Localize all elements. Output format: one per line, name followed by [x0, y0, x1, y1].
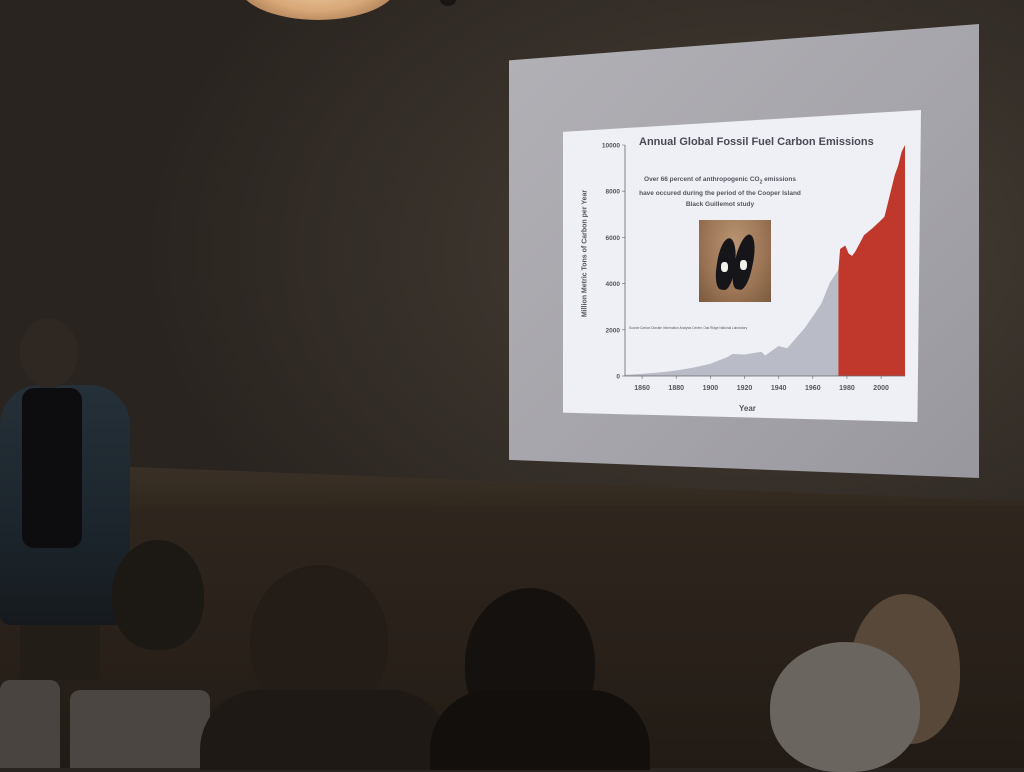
audience-head: [112, 540, 204, 650]
x-tick-label: 1880: [668, 385, 684, 392]
presenter-shirt: [22, 388, 82, 548]
x-tick-label: 1960: [805, 385, 821, 392]
presentation-slide: 0 2000 4000 6000 8000 10000 1860 1880 1900 1920 19…: [563, 110, 921, 422]
x-tick-label: 1900: [703, 385, 719, 392]
audience-body: [200, 690, 450, 770]
area-series-1: [625, 269, 839, 376]
y-axis-label: Million Metric Tons of Carbon per Year: [581, 189, 589, 318]
y-tick-label: 4000: [606, 281, 621, 288]
emissions-chart: 0 2000 4000 6000 8000 10000 1860 1880 1900 1920 19…: [602, 143, 905, 392]
y-tick-label: 0: [616, 374, 620, 381]
subtitle-text-2: emissions: [762, 176, 796, 183]
x-axis-label: Year: [739, 404, 756, 413]
area-series-2: [838, 145, 905, 376]
y-tick-label: 8000: [606, 189, 621, 196]
presenter-head: [20, 318, 78, 388]
subtitle-text-1: Over 66 percent of anthropogenic CO: [644, 176, 760, 183]
y-tick-label: 10000: [602, 143, 620, 150]
slide-subtitle: Over 66 percent of anthropogenic CO2 emi…: [635, 174, 805, 210]
audience-body: [430, 690, 650, 770]
ceiling-lamp: [238, 0, 398, 20]
x-tick-label: 2000: [873, 385, 889, 392]
audience-chair: [0, 680, 60, 768]
x-tick-label: 1920: [737, 385, 753, 392]
guillemot-painting: [699, 220, 771, 302]
y-tick-label: 6000: [606, 235, 621, 242]
x-tick-label: 1940: [771, 385, 787, 392]
subtitle-text-3: have occured during the period of the Co…: [639, 190, 801, 198]
audience-chair: [70, 690, 210, 768]
y-tick-label: 2000: [606, 327, 621, 334]
subtitle-text-4: Black Guillemot study: [685, 201, 755, 209]
slide-title: Annual Global Fossil Fuel Carbon Emissio…: [639, 136, 874, 148]
wing-patch-right: [740, 260, 747, 270]
x-tick-label: 1860: [634, 385, 650, 392]
x-tick-label: 1980: [839, 385, 855, 392]
audience-head: [770, 642, 920, 772]
slide-source-note: Source:Carbon Dioxide Information Analys…: [629, 326, 748, 330]
ceiling-fixture: [440, 0, 456, 6]
wing-patch-left: [721, 262, 728, 272]
subtitle-subscript: 2: [759, 179, 763, 186]
